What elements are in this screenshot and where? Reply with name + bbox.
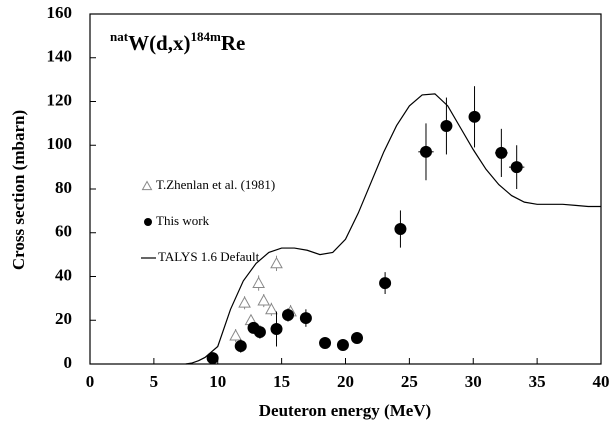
legend-marker (141, 180, 153, 191)
data-point (206, 352, 219, 365)
legend-marker (144, 218, 152, 226)
data-point (270, 256, 283, 269)
talys-line (185, 93, 601, 365)
data-point (495, 146, 508, 159)
x-axis-label: Deuteron energy (MeV) (259, 401, 431, 420)
data-point (265, 302, 278, 315)
x-tick-label: 0 (86, 372, 95, 391)
data-point (394, 223, 407, 236)
x-tick-label: 35 (529, 372, 546, 391)
data-point (468, 110, 481, 123)
data-point (299, 312, 312, 325)
title-part: Re (221, 31, 246, 55)
x-tick-label: 30 (465, 372, 482, 391)
x-tick-label: 20 (337, 372, 354, 391)
chart-title: natW(d,x)184mRe (110, 29, 245, 55)
data-point (379, 277, 392, 290)
data-point (510, 161, 523, 174)
title-part: W(d,x) (128, 31, 190, 55)
y-tick-label: 0 (64, 353, 73, 372)
data-point (252, 276, 265, 288)
y-tick-label: 80 (55, 178, 72, 197)
data-point (336, 338, 349, 351)
data-point (238, 296, 251, 308)
y-tick-label: 120 (47, 90, 73, 109)
x-tick-label: 40 (593, 372, 610, 391)
legend-label: T.Zhenlan et al. (1981) (156, 177, 275, 192)
legend-label: This work (156, 213, 210, 228)
data-point (419, 145, 432, 158)
y-tick-label: 100 (47, 134, 73, 153)
y-tick-label: 20 (55, 309, 72, 328)
data-point (350, 331, 363, 344)
y-tick-label: 140 (47, 47, 73, 66)
title-part: 184m (190, 29, 221, 44)
data-point (270, 323, 283, 335)
legend-label: TALYS 1.6 Default (158, 249, 260, 264)
data-point (229, 329, 242, 341)
data-point (440, 120, 453, 132)
data-point (319, 337, 332, 349)
x-tick-label: 25 (401, 372, 418, 391)
x-tick-label: 15 (273, 372, 290, 391)
data-point (257, 294, 271, 306)
x-tick-label: 5 (150, 372, 159, 391)
data-point (253, 326, 266, 339)
x-tick-label: 10 (209, 372, 226, 391)
data-point (282, 309, 295, 321)
y-tick-label: 60 (55, 222, 72, 241)
title-part: nat (110, 29, 129, 44)
data-point (234, 340, 247, 353)
y-axis-label: Cross section (mbarn) (9, 110, 28, 270)
y-tick-label: 40 (55, 265, 72, 284)
y-tick-label: 160 (47, 3, 73, 22)
